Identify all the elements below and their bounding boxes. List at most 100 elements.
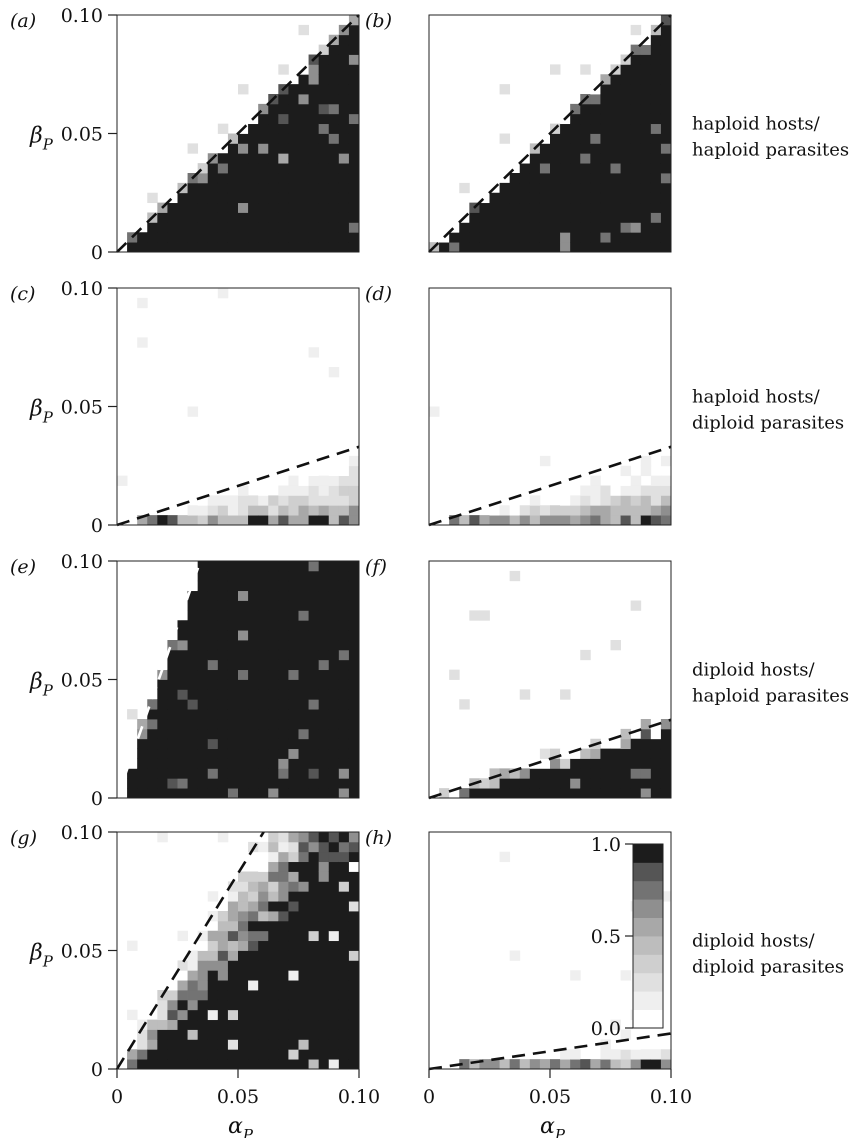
heat-cell — [157, 1049, 168, 1060]
heat-cell — [227, 143, 239, 154]
heat-cell — [590, 94, 601, 105]
heat-cell — [187, 600, 199, 611]
heat-cell — [217, 620, 229, 631]
heat-cell — [620, 64, 632, 75]
heat-cell — [147, 778, 158, 789]
heat-cell — [338, 54, 350, 65]
heat-cell — [620, 222, 632, 233]
heat-cell — [298, 728, 309, 740]
heat-cell — [529, 242, 541, 253]
heat-cell — [227, 768, 239, 779]
heat-cell — [227, 748, 239, 759]
heat-cell — [348, 640, 360, 651]
heat-cell — [318, 861, 330, 872]
heat-cell — [258, 990, 269, 1001]
heat-cell — [318, 1009, 330, 1021]
heat-cell — [207, 999, 219, 1011]
heat-cell — [268, 182, 279, 194]
heat-cell — [248, 788, 259, 799]
heat-cell — [338, 561, 350, 572]
heat-cell — [348, 1029, 360, 1040]
heat-cell — [650, 1049, 662, 1060]
heat-cell — [318, 495, 330, 506]
heat-cell — [630, 44, 642, 55]
heat-cell — [268, 728, 279, 740]
heat-cell — [157, 515, 168, 526]
heat-cell — [550, 505, 561, 516]
heat-cell — [268, 113, 279, 125]
heat-cell — [167, 758, 178, 769]
heat-cell — [238, 212, 249, 223]
heat-cell — [328, 689, 340, 700]
heat-cell — [298, 669, 309, 680]
heat-cell — [539, 515, 551, 526]
heat-cell — [187, 669, 199, 680]
heat-cell — [509, 778, 521, 789]
heat-cell — [227, 901, 239, 912]
heat-cell — [227, 881, 239, 892]
heat-cell — [248, 871, 259, 882]
heat-cell — [147, 758, 158, 769]
heat-cell — [278, 960, 289, 971]
threshold-line — [116, 14, 360, 253]
heat-cell — [318, 630, 330, 641]
heat-cell — [217, 1019, 229, 1030]
heat-cell — [338, 182, 350, 194]
heat-cell — [348, 901, 360, 912]
heat-cell — [620, 1029, 632, 1040]
heat-cell — [137, 1029, 148, 1040]
heat-cell — [348, 610, 360, 621]
heat-cell — [298, 505, 309, 516]
heat-cell — [308, 610, 320, 621]
heat-cell — [298, 649, 309, 661]
heat-cell — [157, 689, 168, 700]
heat-cell — [338, 1019, 350, 1030]
heat-cell — [318, 561, 330, 572]
colorbar: 0.00.51.0 — [591, 834, 664, 1040]
heat-cell — [278, 748, 289, 759]
heat-cell — [217, 758, 229, 769]
heat-cell — [278, 640, 289, 651]
heat-cell — [328, 709, 340, 720]
heat-cell — [328, 44, 340, 55]
heat-cell — [268, 832, 279, 843]
heat-cell — [217, 288, 229, 299]
heat-cell — [509, 212, 521, 223]
row-label: haploid hosts/ — [692, 387, 821, 408]
panel-frame — [428, 287, 672, 526]
heat-cell — [258, 1049, 269, 1060]
heat-cell — [348, 709, 360, 720]
heat-cell — [187, 768, 199, 779]
heat-cell — [328, 515, 340, 526]
heat-cell — [278, 738, 289, 750]
heat-cell — [630, 123, 642, 134]
heat-cell — [479, 515, 490, 526]
heat-cell — [650, 505, 662, 516]
heat-cell — [348, 719, 360, 730]
heat-cell — [590, 232, 601, 243]
heat-cell — [207, 709, 219, 720]
heat-cell — [217, 832, 229, 843]
heat-cell — [308, 960, 320, 971]
heat-cell — [207, 788, 219, 799]
heat-cell — [660, 788, 672, 799]
heat-cell — [308, 222, 320, 233]
heat-cell — [580, 133, 591, 144]
heat-cell — [238, 930, 249, 942]
heat-cell — [177, 1049, 188, 1060]
heat-cell — [338, 930, 350, 942]
heat-cell — [570, 788, 581, 799]
heat-cell — [157, 659, 168, 671]
heat-cell — [338, 192, 350, 204]
heat-cell — [298, 600, 309, 611]
heat-cell — [550, 242, 561, 253]
heat-cell — [137, 788, 148, 799]
heat-cell — [298, 465, 309, 477]
heat-cell — [278, 689, 289, 700]
heat-cell — [308, 182, 320, 194]
heat-cell — [127, 788, 138, 799]
heat-cell — [560, 485, 571, 496]
heat-cell — [238, 728, 249, 740]
heat-cell — [610, 74, 621, 85]
